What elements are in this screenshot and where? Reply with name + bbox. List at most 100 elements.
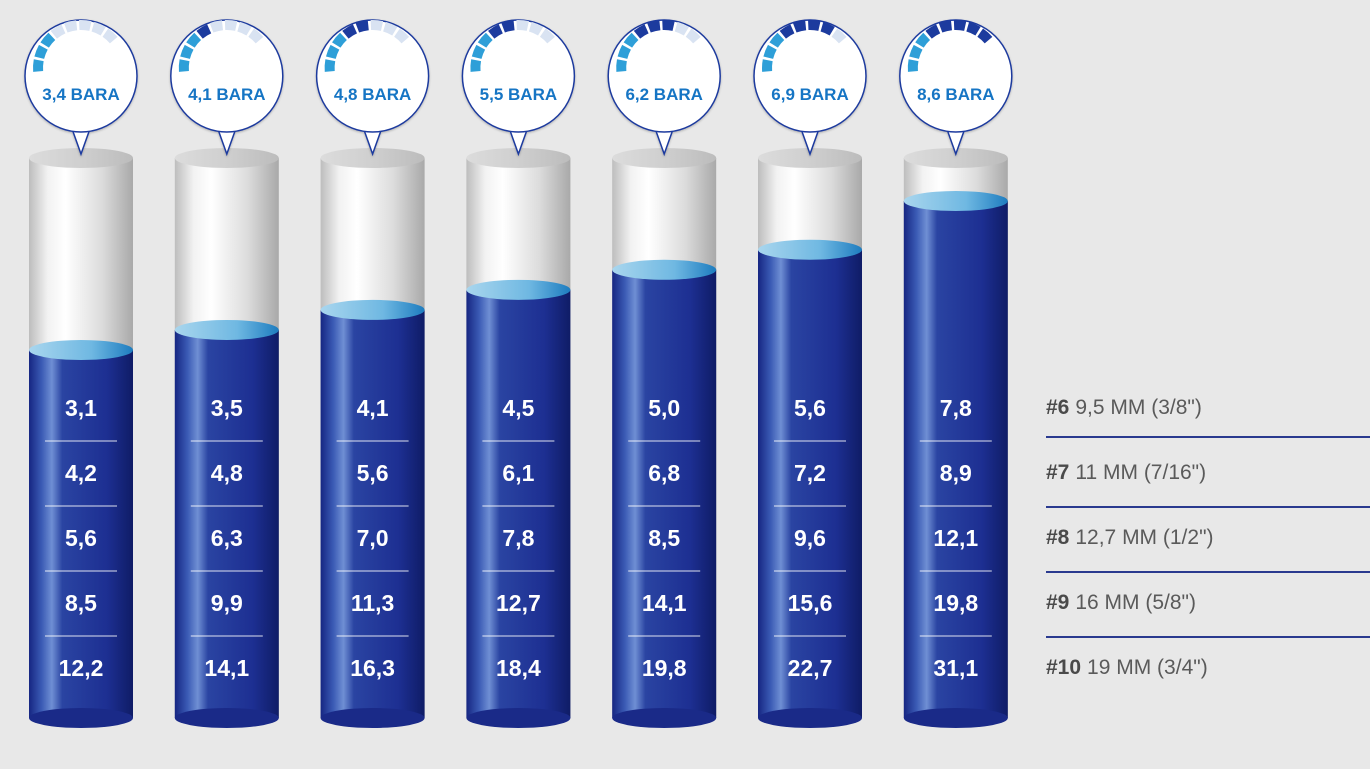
- gauge-circle: [170, 19, 284, 133]
- gauge-segment: [488, 24, 503, 39]
- value-label: 7,8: [502, 525, 534, 551]
- value-label: 8,5: [648, 525, 680, 551]
- value-label: 14,1: [204, 655, 249, 681]
- cylinder-6: 5,6 7,2 9,6 15,6 22,7 6,9 BARA: [753, 19, 867, 728]
- liquid-bottom: [612, 708, 717, 728]
- gauge-circle: [24, 19, 138, 133]
- liquid-surface: [758, 239, 862, 260]
- value-label: 19,8: [933, 590, 978, 616]
- size-separator: [1046, 636, 1370, 638]
- gauge-pointer-join: [72, 122, 90, 130]
- gauge-bubble: 3,4 BARA: [24, 19, 138, 157]
- cylinder-glass-top: [903, 148, 1008, 168]
- gauge-segment: [102, 28, 118, 44]
- value-label: 8,5: [65, 590, 97, 616]
- value-label: 12,2: [59, 655, 104, 681]
- gauge-segment: [539, 28, 555, 44]
- gauge-segment: [808, 20, 821, 31]
- liquid-column: [612, 269, 717, 718]
- gauge-bubble: 6,2 BARA: [607, 19, 721, 157]
- gauge-segment: [34, 44, 48, 59]
- gauge-segment: [763, 44, 777, 59]
- gauge-pointer-join: [509, 122, 528, 130]
- cylinder-4: 4,5 6,1 7,8 12,7 18,4 5,5 BARA: [461, 19, 576, 728]
- value-label: 19,8: [642, 655, 687, 681]
- gauge-segment: [178, 59, 190, 72]
- gauge-segment: [79, 20, 92, 31]
- value-label: 12,1: [933, 525, 978, 551]
- gauge-segment: [355, 20, 369, 33]
- value-label: 22,7: [788, 655, 833, 681]
- cylinder-5: 5,0 6,8 8,5 14,1 19,8 6,2 BARA: [607, 19, 721, 728]
- size-row: #10 19 MM (3/4"): [1046, 636, 1370, 700]
- gauge-segment: [332, 32, 347, 48]
- gauge-pressure-label: 5,5 BARA: [480, 85, 557, 104]
- liquid-column: [174, 329, 279, 718]
- value-label: 9,9: [211, 590, 243, 616]
- liquid-surface: [466, 279, 571, 300]
- gauge-segment: [180, 44, 194, 59]
- gauge-segment: [792, 20, 807, 33]
- size-separator: [1046, 571, 1370, 573]
- gauge-segment: [370, 20, 384, 31]
- cylinder-1: 3,1 4,2 5,6 8,5 12,2 3,4 BARA: [24, 19, 138, 728]
- size-row: #8 12,7 MM (1/2"): [1046, 506, 1370, 570]
- value-label: 4,8: [211, 460, 243, 486]
- gauge-segment: [909, 44, 923, 59]
- gauge-segment: [820, 21, 835, 36]
- value-label: 3,5: [211, 395, 243, 421]
- liquid-bottom: [174, 708, 279, 728]
- liquid-bottom: [466, 708, 571, 728]
- gauge-segment: [647, 20, 661, 33]
- size-separator: [1046, 506, 1370, 508]
- gauge-circle: [753, 19, 867, 133]
- gauge-pointer-join: [801, 122, 819, 130]
- value-label: 6,8: [648, 460, 680, 486]
- gauge-segment: [938, 20, 952, 33]
- liquid-bottom: [758, 708, 862, 728]
- gauge-segment: [953, 20, 967, 31]
- cylinder-glass-top: [29, 148, 133, 168]
- gauge-bubble: 4,1 BARA: [170, 19, 284, 157]
- liquid-surface: [903, 191, 1008, 211]
- size-number: #10: [1046, 656, 1082, 679]
- gauge-bubble: 5,5 BARA: [461, 19, 576, 157]
- gauge-segment: [224, 20, 238, 31]
- value-label: 4,1: [357, 395, 389, 421]
- value-label: 6,3: [211, 525, 243, 551]
- gauge-segment: [501, 20, 515, 33]
- liquid-column: [320, 309, 425, 718]
- gauge-pointer-join: [655, 122, 674, 130]
- value-label: 6,1: [502, 460, 534, 486]
- size-number: #9: [1046, 591, 1070, 614]
- gauge-segment: [662, 20, 675, 31]
- gauge-segment: [907, 59, 919, 72]
- value-label: 12,7: [496, 590, 541, 616]
- gauge-segment: [966, 21, 981, 36]
- value-label: 8,9: [940, 460, 972, 486]
- gauge-segment: [471, 44, 486, 59]
- size-number: #8: [1046, 526, 1070, 549]
- liquid-column: [466, 289, 571, 718]
- gauge-segment: [516, 20, 529, 31]
- size-description: 11 MM (7/16"): [1075, 461, 1207, 484]
- size-separator: [1046, 436, 1370, 438]
- value-label: 5,0: [648, 395, 680, 421]
- value-label: 16,3: [350, 655, 395, 681]
- value-label: 5,6: [65, 525, 97, 551]
- gauge-segment: [209, 20, 223, 33]
- cylinder-7: 7,8 8,9 12,1 19,8 31,1 8,6 BARA: [899, 19, 1013, 728]
- gauge-circle: [899, 19, 1013, 133]
- gauge-pressure-label: 3,4 BARA: [42, 85, 119, 104]
- gauge-bubble: 4,8 BARA: [315, 19, 430, 157]
- cylinder-3: 4,1 5,6 7,0 11,3 16,3 4,8 BARA: [315, 19, 430, 728]
- gauge-segment: [623, 32, 639, 48]
- size-row: #7 11 MM (7/16"): [1046, 441, 1370, 505]
- gauge-pointer-join: [363, 122, 382, 130]
- gauge-segment: [616, 59, 627, 72]
- value-label: 3,1: [65, 395, 97, 421]
- size-number: #7: [1046, 461, 1070, 484]
- cylinder-glass-top: [758, 148, 862, 168]
- gauge-circle: [315, 19, 430, 133]
